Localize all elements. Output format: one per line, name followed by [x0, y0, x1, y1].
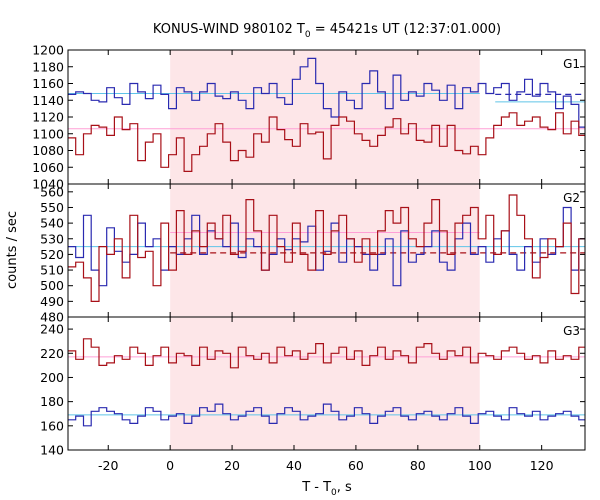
g3-blue-series	[68, 403, 585, 427]
g2-y-tick-label: 550	[40, 200, 64, 215]
chart-title: KONUS-WIND 980102 T0 = 45421s UT (12:37:…	[153, 22, 501, 40]
g3-y-tick-label: 140	[40, 443, 64, 458]
x-axis-label: T - T0, s	[301, 480, 352, 498]
x-tick-label: -20	[98, 458, 118, 473]
x-tick-label: 120	[530, 458, 554, 473]
x-tick-label: 100	[468, 458, 492, 473]
g2-y-tick-label: 560	[40, 184, 64, 199]
x-tick-label: 80	[410, 458, 426, 473]
g1-y-tick-label: 1180	[32, 59, 64, 74]
g3-y-tick-label: 180	[40, 394, 64, 409]
g1-panel-label: G1	[563, 57, 580, 71]
g2-y-tick-label: 530	[40, 231, 64, 246]
g1-y-tick-label: 1200	[32, 43, 64, 58]
x-tick-label: 20	[224, 458, 240, 473]
g2-y-tick-label: 520	[40, 247, 64, 262]
g1-y-tick-label: 1080	[32, 143, 64, 158]
g3-red-series	[68, 338, 585, 369]
g1-y-tick-label: 1040	[32, 177, 64, 192]
g2-y-tick-label: 490	[40, 294, 64, 309]
x-tick-label: 60	[348, 458, 364, 473]
x-tick-label: 0	[166, 458, 174, 473]
burst-interval-shade	[170, 50, 480, 450]
g2-y-tick-label: 480	[40, 310, 64, 325]
g2-y-tick-label: 510	[40, 263, 64, 278]
g2-red-series	[68, 194, 585, 302]
y-axis-label: counts / sec	[5, 211, 20, 289]
plot-area: 104010601080110011201140116011801200G148…	[32, 43, 586, 473]
g1-red-series	[68, 112, 585, 172]
g3-y-tick-label: 160	[40, 418, 64, 433]
g3-y-tick-label: 200	[40, 370, 64, 385]
g1-y-tick-label: 1140	[32, 93, 64, 108]
g2-panel-label: G2	[563, 191, 580, 205]
g3-y-tick-label: 240	[40, 322, 64, 337]
g1-y-tick-label: 1100	[32, 126, 64, 141]
x-tick-label: 40	[286, 458, 302, 473]
g2-y-tick-label: 540	[40, 216, 64, 231]
g3-panel-label: G3	[563, 324, 580, 338]
g3-panel-frame	[67, 316, 586, 451]
g1-y-tick-label: 1160	[32, 76, 64, 91]
g3-y-tick-label: 220	[40, 346, 64, 361]
g1-y-tick-label: 1120	[32, 110, 64, 125]
g2-blue-series	[68, 206, 585, 287]
g2-y-tick-label: 500	[40, 278, 64, 293]
g1-blue-series	[68, 57, 585, 128]
g1-y-tick-label: 1060	[32, 160, 64, 175]
